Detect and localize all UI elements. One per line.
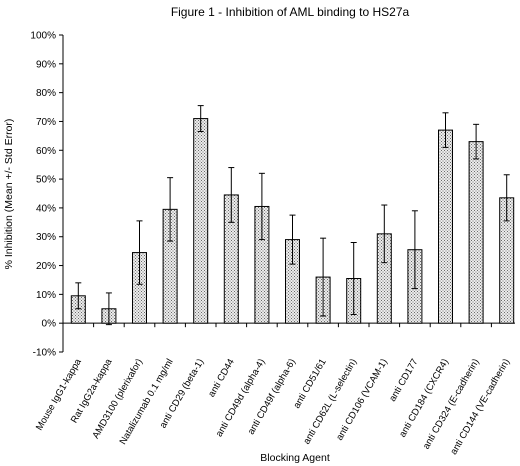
y-tick-label: 10% [36, 290, 56, 301]
category-label: anti CD62L (L-selectin) [301, 357, 359, 446]
x-axis [62, 322, 515, 328]
bars [70, 105, 515, 326]
y-tick-label: 60% [36, 146, 56, 157]
y-tick-label: 20% [36, 261, 56, 272]
bar-5 [193, 118, 209, 324]
x-ticks [62, 323, 492, 328]
y-tick-label: 0% [42, 319, 57, 330]
y-tick-label: -10% [33, 348, 56, 359]
y-ticks: -10% 0% 10% 20% 30% 40% 50% 60% 70% 80% 90% 100% [30, 31, 63, 359]
category-label: anti CD177 [387, 357, 420, 404]
y-tick-label: 80% [36, 88, 56, 99]
y-tick-label: 50% [36, 175, 56, 186]
x-axis-title: Blocking Agent [260, 452, 330, 464]
y-axis: -10% 0% 10% 20% 30% 40% 50% 60% 70% 80% 90% 100% [30, 31, 64, 359]
y-axis-title: % Inhibition (Mean +/- Std Error) [3, 119, 15, 270]
category-label: anti CD144 (VE-cadherin) [448, 357, 512, 457]
chart-title: Figure 1 - Inhibition of AML binding to … [171, 5, 410, 19]
y-tick-label: 30% [36, 232, 56, 243]
y-tick-label: 100% [30, 31, 56, 42]
bar-13 [438, 129, 453, 324]
y-tick-label: 90% [36, 59, 56, 70]
category-label: Natalizumab 0.1 mg/ml [118, 357, 176, 447]
y-tick-label: 40% [36, 203, 56, 214]
bar-14 [468, 141, 484, 324]
category-label: anti CD324 (E-cadherin) [421, 357, 482, 451]
y-tick-label: 70% [36, 117, 56, 128]
category-label: anti CD44 [206, 357, 237, 399]
